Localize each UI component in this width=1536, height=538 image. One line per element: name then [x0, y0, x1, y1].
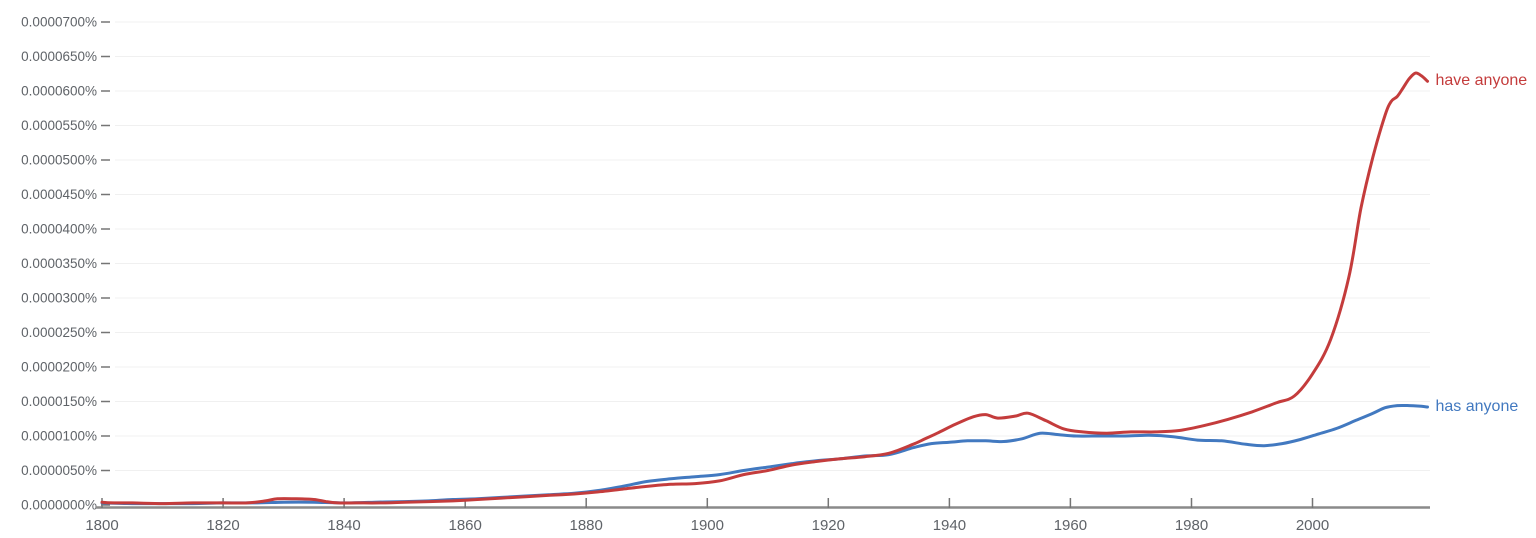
y-axis-tick-label: 0.0000100% [21, 429, 97, 444]
x-axis-tick-label: 1840 [327, 517, 360, 534]
y-axis-tick-label: 0.0000300% [21, 291, 97, 306]
y-axis-tick-label: 0.0000500% [21, 153, 97, 168]
y-axis-tick-label: 0.0000250% [21, 325, 97, 340]
x-axis-tick-label: 1980 [1175, 517, 1208, 534]
x-axis-tick-label: 1800 [85, 517, 118, 534]
series-label-has-anyone[interactable]: has anyone [1435, 398, 1519, 415]
y-axis-tick-label: 0.0000700% [21, 15, 97, 30]
x-axis-tick-label: 1820 [206, 517, 239, 534]
y-axis-tick-label: 0.0000550% [21, 118, 97, 133]
x-axis-tick-label: 2000 [1296, 517, 1329, 534]
y-axis-tick-label: 0.0000050% [21, 463, 97, 478]
gridlines [115, 21, 1430, 471]
y-axis-tick-label: 0.0000400% [21, 222, 97, 237]
x-axis-tick-label: 1940 [933, 517, 966, 534]
y-axis-tick-label: 0.0000450% [21, 187, 97, 202]
x-axis-tick-label: 1860 [449, 517, 482, 534]
y-axis-tick-label: 0.0000600% [21, 84, 97, 99]
x-axis-tick-label: 1920 [812, 517, 845, 534]
y-axis: 0.0000000% 0.0000050% 0.0000100% 0.0000150%… [21, 15, 110, 513]
series-label-have-anyone[interactable]: have anyone [1435, 72, 1528, 90]
series-line-have-anyone[interactable] [100, 71, 1429, 506]
x-axis-tick-label: 1900 [691, 517, 724, 534]
series-lines[interactable] [100, 71, 1429, 506]
x-axis-tick-label: 1960 [1054, 517, 1087, 534]
y-axis-tick-label: 0.0000000% [21, 498, 97, 513]
x-axis-tick-label: 1880 [570, 517, 603, 534]
x-axis: 1800 1820 1840 1860 1880 1900 1920 1940 1960 1980… [85, 498, 1430, 534]
y-axis-tick-label: 0.0000150% [21, 394, 97, 409]
y-axis-tick-label: 0.0000350% [21, 256, 97, 271]
y-axis-tick-label: 0.0000200% [21, 360, 97, 375]
y-axis-tick-label: 0.0000650% [21, 49, 97, 64]
